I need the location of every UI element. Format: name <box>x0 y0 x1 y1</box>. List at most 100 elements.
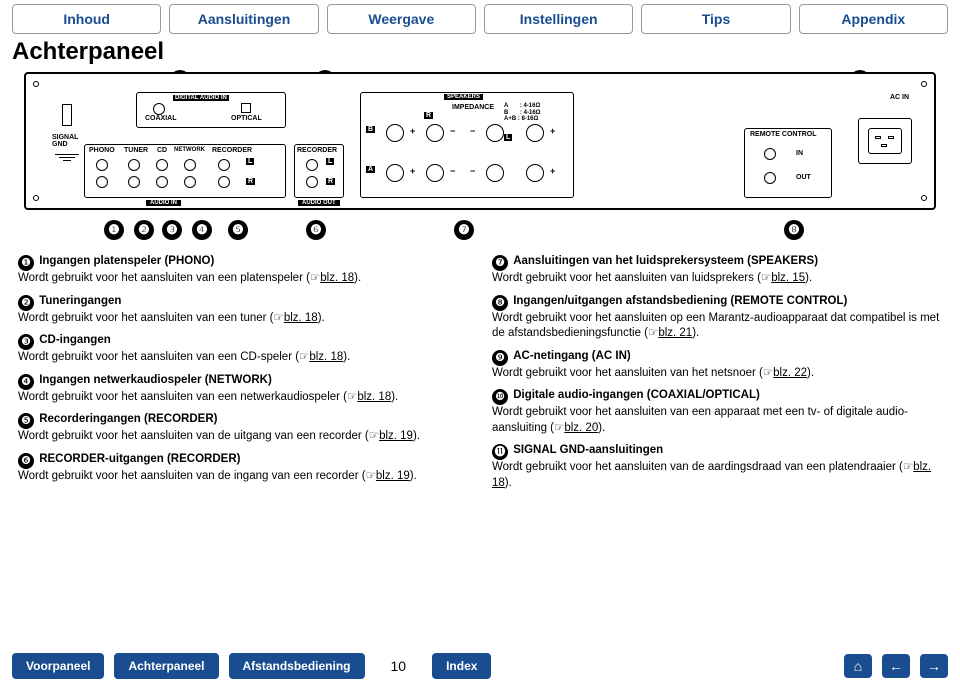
callout-number: ❶ <box>104 220 124 240</box>
description-item: ❽ Ingangen/uitgangen afstandsbediening (… <box>492 294 942 342</box>
item-tail: ). <box>807 367 814 379</box>
description-item: ❻ RECORDER-uitgangen (RECORDER) Wordt geb… <box>18 452 468 485</box>
description-item: ❼ Aansluitingen van het luidsprekersyste… <box>492 254 942 287</box>
callout-number: ❼ <box>454 220 474 240</box>
top-tab[interactable]: Appendix <box>799 4 948 34</box>
description-item: ❺ Recorderingangen (RECORDER) Wordt gebru… <box>18 412 468 445</box>
item-number: ❹ <box>18 374 34 390</box>
pointer-icon: ☞ <box>763 367 773 379</box>
item-number: ⓫ <box>492 444 508 460</box>
page-number: 10 <box>391 658 407 674</box>
page-link[interactable]: blz. 18 <box>357 391 391 403</box>
description-item: ❿ Digitale audio-ingangen (COAXIAL/OPTIC… <box>492 388 942 436</box>
pointer-icon: ☞ <box>903 461 913 473</box>
pointer-icon: ☞ <box>369 430 379 442</box>
callout-number: ❽ <box>784 220 804 240</box>
page-link[interactable]: blz. 18 <box>309 351 343 363</box>
pointer-icon: ☞ <box>299 351 309 363</box>
next-icon[interactable]: → <box>920 654 948 678</box>
item-body: Wordt gebruikt voor het aansluiten van d… <box>18 470 366 482</box>
top-tab[interactable]: Aansluitingen <box>169 4 318 34</box>
pointer-icon: ☞ <box>310 272 320 284</box>
rear-panel-diagram: SIGNAL GND DIGITAL AUDIO IN COAXIAL OPTI… <box>24 72 936 210</box>
item-number: ❽ <box>492 295 508 311</box>
left-column: ❶ Ingangen platenspeler (PHONO) Wordt geb… <box>18 254 468 498</box>
item-body: Wordt gebruikt voor het aansluiten van e… <box>18 312 274 324</box>
item-body: Wordt gebruikt voor het aansluiten van d… <box>18 430 369 442</box>
callout-number: ❸ <box>162 220 182 240</box>
item-head: SIGNAL GND-aansluitingen <box>513 444 663 456</box>
description-item: ❷ Tuneringangen Wordt gebruikt voor het a… <box>18 294 468 327</box>
bottom-nav-button[interactable]: Afstandsbediening <box>229 653 365 679</box>
bottom-bar: VoorpaneelAchterpaneelAfstandsbediening … <box>0 649 960 683</box>
page-link[interactable]: blz. 18 <box>320 272 354 284</box>
item-tail: ). <box>692 327 699 339</box>
item-head: Digitale audio-ingangen (COAXIAL/OPTICAL… <box>513 389 760 401</box>
item-tail: ). <box>354 272 361 284</box>
top-tab[interactable]: Tips <box>641 4 790 34</box>
pointer-icon: ☞ <box>648 327 658 339</box>
item-head: Recorderingangen (RECORDER) <box>39 413 217 425</box>
prev-icon[interactable]: ← <box>882 654 910 678</box>
page-link[interactable]: blz. 21 <box>658 327 692 339</box>
item-head: Ingangen netwerkaudiospeler (NETWORK) <box>39 374 272 386</box>
item-number: ❸ <box>18 334 34 350</box>
item-number: ❶ <box>18 255 34 271</box>
item-body: Wordt gebruikt voor het aansluiten van e… <box>18 272 310 284</box>
item-head: Ingangen platenspeler (PHONO) <box>39 255 214 267</box>
item-head: Aansluitingen van het luidsprekersysteem… <box>513 255 818 267</box>
page-link[interactable]: blz. 15 <box>771 272 805 284</box>
page-link[interactable]: blz. 19 <box>376 470 410 482</box>
item-tail: ). <box>410 470 417 482</box>
item-number: ❷ <box>18 295 34 311</box>
page-link[interactable]: blz. 18 <box>284 312 318 324</box>
item-tail: ). <box>505 477 512 489</box>
item-body: Wordt gebruikt voor het aansluiten van l… <box>492 272 761 284</box>
top-tabs: Inhoud Aansluitingen Weergave Instellingen T… <box>0 0 960 36</box>
pointer-icon: ☞ <box>347 391 357 403</box>
item-body: Wordt gebruikt voor het aansluiten van e… <box>18 391 347 403</box>
top-tab[interactable]: Inhoud <box>12 4 161 34</box>
pointer-icon: ☞ <box>274 312 284 324</box>
item-head: Tuneringangen <box>39 295 121 307</box>
item-head: CD-ingangen <box>39 334 111 346</box>
item-tail: ). <box>391 391 398 403</box>
item-body: Wordt gebruikt voor het aansluiten van h… <box>492 367 763 379</box>
item-head: Ingangen/uitgangen afstandsbediening (RE… <box>513 295 847 307</box>
description-item: ❾ AC-netingang (AC IN) Wordt gebruikt voo… <box>492 349 942 382</box>
pointer-icon: ☞ <box>554 422 564 434</box>
bottom-callouts: ❶❷❸❹❺ ❻ ❼ ❽ <box>24 220 936 250</box>
right-column: ❼ Aansluitingen van het luidsprekersyste… <box>492 254 942 498</box>
top-tab[interactable]: Weergave <box>327 4 476 34</box>
item-number: ❺ <box>18 413 34 429</box>
home-icon[interactable]: ⌂ <box>844 654 872 678</box>
description-item: ❹ Ingangen netwerkaudiospeler (NETWORK) W… <box>18 373 468 406</box>
index-button[interactable]: Index <box>432 653 491 679</box>
pointer-icon: ☞ <box>366 470 376 482</box>
pointer-icon: ☞ <box>761 272 771 284</box>
item-tail: ). <box>413 430 420 442</box>
callout-number: ❺ <box>228 220 248 240</box>
item-tail: ). <box>343 351 350 363</box>
bottom-nav-button[interactable]: Voorpaneel <box>12 653 104 679</box>
item-body: Wordt gebruikt voor het aansluiten op ee… <box>492 312 939 340</box>
item-body: Wordt gebruikt voor het aansluiten van d… <box>492 461 903 473</box>
item-number: ❻ <box>18 453 34 469</box>
callout-number: ❹ <box>192 220 212 240</box>
description-item: ❸ CD-ingangen Wordt gebruikt voor het aan… <box>18 333 468 366</box>
bottom-nav-button[interactable]: Achterpaneel <box>114 653 218 679</box>
item-number: ❼ <box>492 255 508 271</box>
item-body: Wordt gebruikt voor het aansluiten van e… <box>18 351 299 363</box>
description-item: ⓫ SIGNAL GND-aansluitingen Wordt gebruikt… <box>492 443 942 491</box>
page-title: Achterpaneel <box>0 36 960 72</box>
page-link[interactable]: blz. 22 <box>773 367 807 379</box>
page-link[interactable]: blz. 20 <box>564 422 598 434</box>
item-head: AC-netingang (AC IN) <box>513 350 631 362</box>
callout-number: ❻ <box>306 220 326 240</box>
item-number: ❾ <box>492 350 508 366</box>
item-head: RECORDER-uitgangen (RECORDER) <box>39 453 240 465</box>
item-tail: ). <box>318 312 325 324</box>
top-tab[interactable]: Instellingen <box>484 4 633 34</box>
page-link[interactable]: blz. 19 <box>379 430 413 442</box>
callout-number: ❷ <box>134 220 154 240</box>
